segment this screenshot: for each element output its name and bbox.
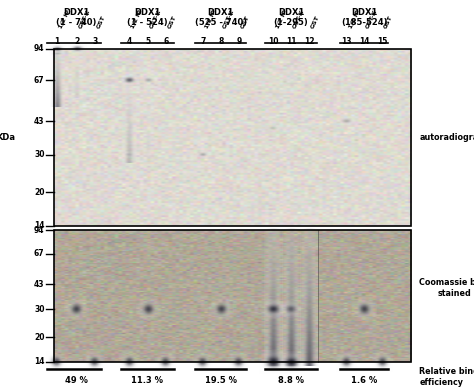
Text: 1.6 %: 1.6 % (351, 376, 377, 385)
Text: 1/2 IP: 1/2 IP (204, 9, 218, 29)
Text: 1/2 IP: 1/2 IP (274, 9, 288, 29)
Text: GST-K: GST-K (292, 9, 306, 29)
Bar (54, 230, 411, 362)
Text: 10: 10 (268, 37, 278, 46)
Text: DDX1
(185-524): DDX1 (185-524) (341, 8, 387, 27)
Text: 3: 3 (92, 37, 98, 46)
Text: GST-K: GST-K (149, 9, 163, 29)
Text: 67: 67 (34, 75, 45, 84)
Text: 14: 14 (34, 221, 45, 230)
Bar (54, 49, 411, 226)
Text: 6: 6 (163, 37, 169, 46)
Text: 1/2 IP: 1/2 IP (347, 9, 361, 29)
Text: 1/2 IP: 1/2 IP (58, 9, 72, 29)
Text: 94: 94 (34, 44, 45, 53)
Text: GST-K: GST-K (78, 9, 91, 29)
Text: 94: 94 (34, 226, 45, 235)
Text: 43: 43 (34, 280, 45, 289)
Text: 49 %: 49 % (65, 376, 88, 385)
Text: Coomassie blue
stained: Coomassie blue stained (419, 278, 474, 298)
Text: 1: 1 (54, 37, 60, 46)
Text: 14: 14 (34, 357, 45, 366)
Text: GST: GST (383, 14, 394, 29)
Text: GST-K: GST-K (222, 9, 236, 29)
Text: GST: GST (96, 14, 107, 29)
Text: GST: GST (167, 14, 178, 29)
Text: 1/2 IP: 1/2 IP (130, 9, 144, 29)
Text: DDX1
(1 - 524): DDX1 (1 - 524) (127, 8, 168, 27)
Text: GST: GST (240, 14, 251, 29)
Text: DDX1
(1 - 740): DDX1 (1 - 740) (56, 8, 97, 27)
Text: 11: 11 (286, 37, 296, 46)
Text: 8: 8 (218, 37, 224, 46)
Text: DDX1
(1-295): DDX1 (1-295) (273, 8, 309, 27)
Text: 12: 12 (304, 37, 314, 46)
Text: 8.8 %: 8.8 % (278, 376, 304, 385)
Text: 14: 14 (359, 37, 369, 46)
Text: 20: 20 (34, 333, 45, 342)
Text: 7: 7 (200, 37, 206, 46)
Text: autoradiographed: autoradiographed (419, 133, 474, 142)
Text: 2: 2 (74, 37, 80, 46)
Text: 5: 5 (146, 37, 150, 46)
Text: 13: 13 (341, 37, 351, 46)
Text: KDa: KDa (0, 133, 15, 142)
Text: 30: 30 (34, 150, 45, 159)
Text: 30: 30 (34, 305, 45, 314)
Text: 9: 9 (236, 37, 242, 46)
Text: 19.5 %: 19.5 % (205, 376, 237, 385)
Text: 67: 67 (34, 249, 45, 258)
Text: 4: 4 (126, 37, 132, 46)
Text: 15: 15 (377, 37, 387, 46)
Text: 11.3 %: 11.3 % (131, 376, 164, 385)
Text: DDX1
(525 - 740): DDX1 (525 - 740) (195, 8, 247, 27)
Text: GST-K: GST-K (365, 9, 379, 29)
Text: 20: 20 (34, 188, 45, 197)
Text: 43: 43 (34, 117, 45, 126)
Text: Relative binding
efficiency: Relative binding efficiency (419, 367, 474, 387)
Text: GST: GST (310, 14, 321, 29)
